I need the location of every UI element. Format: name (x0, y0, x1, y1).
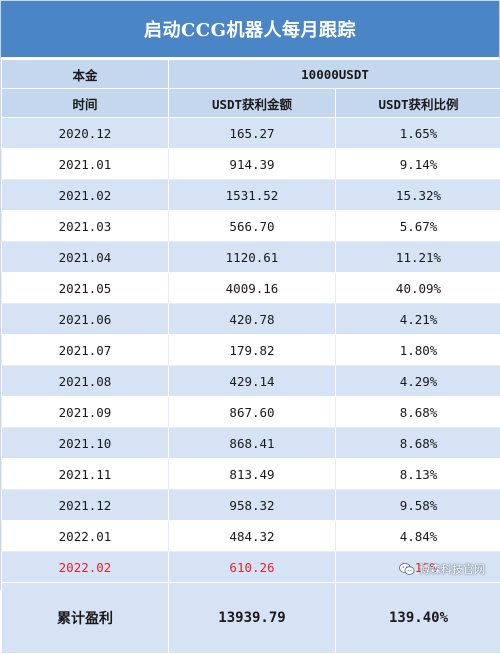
total-label: 累计盈利 (2, 583, 169, 654)
cell-month: 2021.06 (2, 304, 169, 335)
cell-ratio: 4.21% (336, 304, 500, 335)
cell-amount: 914.39 (169, 149, 336, 180)
cell-ratio: 1.80% (336, 335, 500, 366)
cell-amount: 1120.61 (169, 242, 336, 273)
cell-amount: 1531.52 (169, 180, 336, 211)
total-ratio: 139.40% (336, 583, 500, 654)
watermark-text: 博森科技官网 (419, 561, 485, 577)
total-amount: 13939.79 (169, 583, 336, 654)
cell-ratio: 8.13% (336, 459, 500, 490)
principal-label: 本金 (2, 60, 169, 89)
cell-amount: 420.78 (169, 304, 336, 335)
cell-month: 2021.12 (2, 490, 169, 521)
cell-month: 2021.01 (2, 149, 169, 180)
cell-ratio: 9.58% (336, 490, 500, 521)
cell-amount: 4009.16 (169, 273, 336, 304)
cell-amount: 484.32 (169, 521, 336, 552)
cell-ratio: 11.21% (336, 242, 500, 273)
column-header-row: 时间 USDT获利金额 USDT获利比例 (2, 89, 500, 118)
cell-ratio: 1.65% (336, 118, 500, 149)
cell-ratio: 8.68% (336, 428, 500, 459)
cell-month: 2021.10 (2, 428, 169, 459)
cell-month: 2021.03 (2, 211, 169, 242)
cell-amount: 610.26 (169, 552, 336, 583)
cell-ratio: 4.84% (336, 521, 500, 552)
cell-ratio: 8.68% (336, 397, 500, 428)
cell-amount: 867.60 (169, 397, 336, 428)
page-title: 启动CCG机器人每月跟踪 (1, 1, 499, 59)
wechat-icon (399, 562, 415, 576)
profit-tracking-sheet: 启动CCG机器人每月跟踪 本金 10000USDT 时间 USDT获利金额 US… (0, 0, 500, 590)
cell-month: 2021.02 (2, 180, 169, 211)
cell-ratio: 15.32% (336, 180, 500, 211)
watermark: 博森科技官网 (399, 561, 485, 577)
column-header-amount: USDT获利金额 (169, 89, 336, 118)
cell-amount: 429.14 (169, 366, 336, 397)
cell-amount: 813.49 (169, 459, 336, 490)
cell-month: 2021.08 (2, 366, 169, 397)
column-header-ratio: USDT获利比例 (336, 89, 500, 118)
cell-month: 2021.11 (2, 459, 169, 490)
cell-ratio: 40.09% (336, 273, 500, 304)
cell-ratio: 5.67% (336, 211, 500, 242)
cell-amount: 179.82 (169, 335, 336, 366)
cell-month: 2020.12 (2, 118, 169, 149)
principal-value: 10000USDT (169, 60, 500, 89)
cell-amount: 958.32 (169, 490, 336, 521)
cell-amount: 566.70 (169, 211, 336, 242)
cell-amount: 868.41 (169, 428, 336, 459)
cell-month: 2021.04 (2, 242, 169, 273)
cell-month: 2022.01 (2, 521, 169, 552)
cell-month: 2021.05 (2, 273, 169, 304)
cell-ratio: 4.29% (336, 366, 500, 397)
cell-amount: 165.27 (169, 118, 336, 149)
column-header-month: 时间 (2, 89, 169, 118)
cell-ratio: 9.14% (336, 149, 500, 180)
cell-month: 2021.07 (2, 335, 169, 366)
cell-month: 2021.09 (2, 397, 169, 428)
cell-month: 2022.02 (2, 552, 169, 583)
principal-row: 本金 10000USDT (2, 60, 500, 89)
